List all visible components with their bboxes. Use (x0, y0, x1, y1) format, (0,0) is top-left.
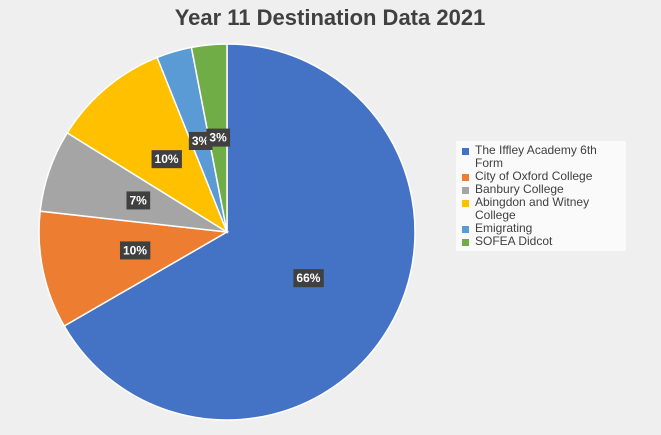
pie-slice (66, 56, 229, 234)
data-label: 10% (155, 152, 179, 166)
legend-swatch (462, 174, 469, 181)
legend-label: SOFEA Didcot (475, 234, 553, 248)
data-label: 66% (296, 271, 320, 285)
legend-label: Emigrating (475, 221, 533, 235)
legend-swatch (462, 148, 469, 155)
data-label-bg (126, 191, 151, 210)
legend-item: Emigrating (460, 222, 622, 235)
legend-label: The Iffley Academy 6th Form (475, 143, 597, 170)
legend-label: City of Oxford College (475, 169, 593, 183)
data-label-bg (151, 150, 182, 169)
pie-slice (38, 210, 230, 328)
legend-item: The Iffley Academy 6th Form (460, 144, 622, 170)
legend-swatch (462, 239, 469, 246)
data-label: 3% (209, 131, 227, 145)
chart-title: Year 11 Destination Data 2021 (175, 5, 486, 30)
data-label: 3% (192, 134, 210, 148)
legend-item: Banbury College (460, 183, 622, 196)
data-label-group: 10% (119, 241, 151, 260)
data-label-group: 7% (126, 191, 151, 210)
data-label-group: 3% (206, 128, 231, 147)
legend-label: Abingdon and Witney College (475, 195, 590, 222)
legend-item: SOFEA Didcot (460, 235, 622, 248)
legend-swatch (462, 226, 469, 233)
data-label-bg (119, 241, 151, 260)
legend-swatch (462, 187, 469, 194)
legend-swatch (462, 200, 469, 207)
data-label-bg (206, 128, 231, 147)
data-label: 10% (123, 243, 147, 257)
legend-item: Abingdon and Witney College (460, 196, 622, 222)
legend: The Iffley Academy 6th Form City of Oxfor… (456, 141, 626, 251)
data-label-group: 66% (293, 269, 324, 288)
data-label-group: 10% (151, 150, 182, 169)
legend-label: Banbury College (475, 182, 564, 196)
data-label: 7% (129, 193, 147, 207)
legend-item: City of Oxford College (460, 170, 622, 183)
pie-slice (63, 43, 416, 421)
data-label-bg (293, 269, 324, 288)
